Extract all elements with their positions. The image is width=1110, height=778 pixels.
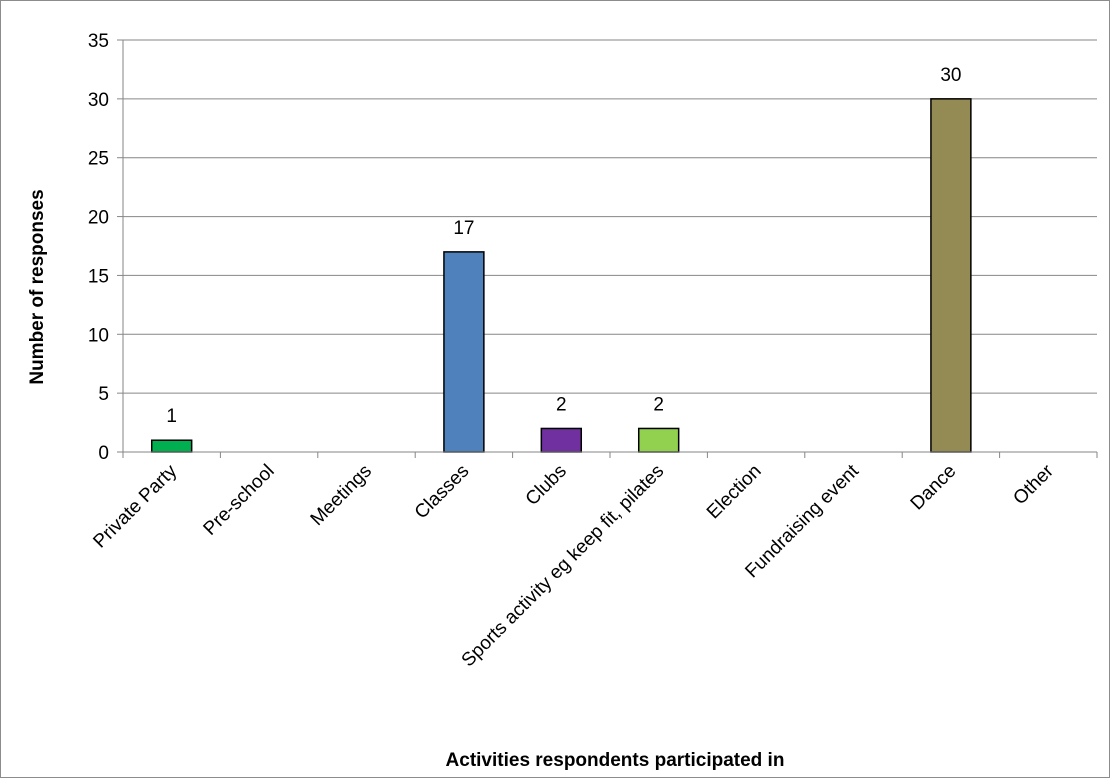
y-tick-label-20: 20	[88, 208, 109, 229]
data-labels: 1 17 2 2 30	[166, 65, 961, 427]
y-tick-label-25: 25	[88, 149, 109, 170]
data-label-5: 2	[653, 394, 664, 415]
x-axis-ticks: Private Party Pre-school Meetings Classes Cl…	[89, 452, 1098, 671]
data-label-0: 1	[166, 406, 177, 427]
bar-5	[637, 427, 680, 453]
bars	[150, 98, 972, 453]
y-tick-label-30: 30	[88, 90, 109, 111]
data-label-8: 30	[940, 65, 961, 86]
y-tick-label-10: 10	[88, 325, 109, 346]
x-tick-label-6: Election	[703, 461, 766, 524]
y-axis-title: Number of responses	[27, 189, 48, 384]
x-tick-label-1: Pre-school	[200, 461, 279, 540]
gridlines	[123, 39, 1097, 394]
x-tick-label-4: Clubs	[522, 461, 571, 510]
x-tick-label-2: Meetings	[307, 461, 376, 530]
data-label-4: 2	[556, 394, 567, 415]
y-tick-label-35: 35	[88, 31, 109, 52]
data-label-3: 17	[453, 218, 474, 239]
y-axis-ticks: 0 5 10 15 20 25 30 35	[88, 31, 123, 464]
bar-8	[930, 98, 972, 453]
x-tick-label-0: Private Party	[89, 460, 181, 552]
y-tick-label-5: 5	[98, 384, 109, 405]
bar-0	[150, 439, 193, 453]
y-tick-label-0: 0	[98, 443, 109, 464]
x-tick-label-5: Sports activity eg keep fit, pilates	[458, 461, 668, 671]
y-tick-label-15: 15	[88, 266, 109, 287]
x-axis-title: Activities respondents participated in	[446, 750, 785, 771]
x-tick-label-3: Classes	[411, 461, 474, 524]
bar-3	[443, 251, 485, 453]
x-tick-label-8: Dance	[907, 461, 961, 515]
x-tick-label-9: Other	[1009, 460, 1058, 509]
bar-4	[540, 427, 583, 453]
